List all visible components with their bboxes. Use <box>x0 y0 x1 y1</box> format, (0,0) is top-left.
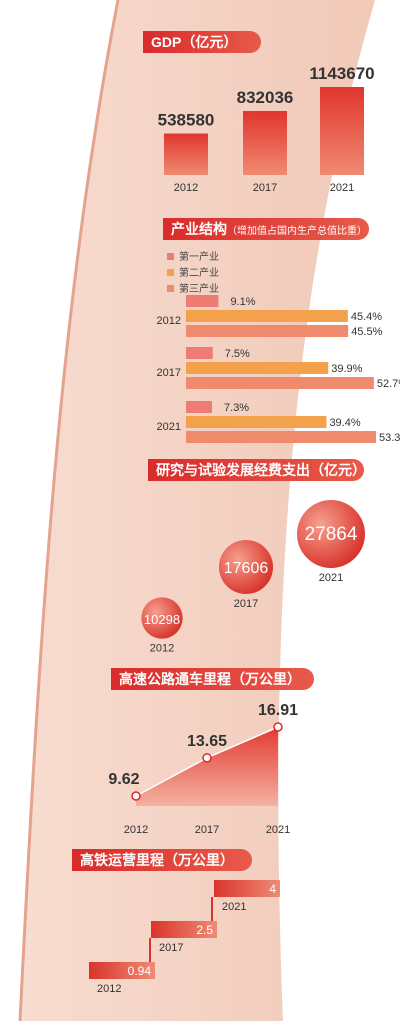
structure-value-label: 53.3% <box>379 432 400 444</box>
rd-bubble-2012 <box>141 597 183 639</box>
highway-title-text: 高速公路通车里程（万公里） <box>119 671 301 687</box>
highway-area <box>136 727 278 806</box>
structure-value-label: 45.5% <box>351 326 382 338</box>
highway-year-label: 2017 <box>195 824 219 836</box>
gdp-bar-2012 <box>164 133 208 175</box>
structure-value-label: 39.4% <box>329 417 360 429</box>
structure-bar-2017-1 <box>186 347 213 359</box>
legend-label-secondary: 第二产业 <box>179 268 219 279</box>
rd-title-text: 研究与试验发展经费支出（亿元） <box>156 462 366 478</box>
structure-bar-2021-1 <box>186 401 213 413</box>
rail-bar-2021 <box>214 880 280 897</box>
legend-swatch-tertiary <box>167 285 174 292</box>
rail-bar-2012 <box>89 962 155 979</box>
highway-year-label: 2021 <box>266 824 290 836</box>
rail-bar-2017 <box>151 921 217 938</box>
structure-value-label: 7.5% <box>225 348 250 360</box>
rd-year-label: 2017 <box>234 598 258 610</box>
structure-bar-2021-2 <box>186 416 327 428</box>
highway-chart: 9.62 2012 13.65 2017 16.91 2021 <box>108 702 298 836</box>
rd-title: 研究与试验发展经费支出（亿元） <box>148 459 366 481</box>
highway-value-label: 9.62 <box>108 771 139 788</box>
structure-bar-2012-3 <box>186 325 349 337</box>
structure-value-label: 52.7% <box>377 378 400 390</box>
legend-swatch-primary <box>167 253 174 260</box>
structure-year-label: 2017 <box>157 367 181 379</box>
rd-bubble-2017 <box>218 539 274 595</box>
gdp-year-label: 2021 <box>330 182 354 194</box>
rail-title: 高铁运营里程（万公里） <box>72 849 252 871</box>
legend-swatch-secondary <box>167 269 174 276</box>
structure-bar-2017-2 <box>186 362 329 374</box>
rail-value-label: 4 <box>269 882 276 896</box>
structure-legend-tertiary: 第三产业 <box>167 280 219 295</box>
highway-value-label: 16.91 <box>258 702 298 719</box>
structure-legend-secondary: 第二产业 <box>167 264 219 279</box>
highway-point-2012 <box>131 791 141 801</box>
highway-year-label: 2012 <box>124 824 148 836</box>
rail-year-label: 2012 <box>97 983 121 995</box>
gdp-value-label: 832036 <box>237 88 294 107</box>
structure-year-label: 2012 <box>157 315 181 327</box>
gdp-bar-2021 <box>320 87 364 175</box>
gdp-value-label: 1143670 <box>309 64 374 83</box>
structure-year-label: 2021 <box>157 421 181 433</box>
rd-value-label: 17606 <box>224 560 269 577</box>
rail-value-label: 2.5 <box>196 923 213 937</box>
structure-title-text: 产业结构 <box>171 221 227 237</box>
gdp-title: GDP（亿元） <box>143 31 261 53</box>
background-curve-band <box>20 0 375 1021</box>
rd-year-label: 2012 <box>150 643 174 655</box>
structure-value-label: 9.1% <box>230 296 255 308</box>
legend-label-primary: 第一产业 <box>179 252 219 263</box>
gdp-year-label: 2017 <box>253 182 277 194</box>
structure-bar-2012-2 <box>186 310 348 322</box>
structure-value-label: 45.4% <box>351 311 382 323</box>
structure-legend-primary: 第一产业 <box>167 248 219 263</box>
highway-point-2017 <box>202 753 212 763</box>
structure-bar-2021-3 <box>186 431 376 443</box>
structure-bar-2012-1 <box>186 295 219 307</box>
rd-value-label: 10298 <box>144 612 180 627</box>
background-curve-edge <box>18 0 120 1021</box>
gdp-year-label: 2012 <box>174 182 198 194</box>
rd-year-label: 2021 <box>319 572 343 584</box>
structure-title: 产业结构（增加值占国内生产总值比重） <box>163 218 369 240</box>
rd-value-label: 27864 <box>305 524 358 545</box>
rail-year-label: 2017 <box>159 942 183 954</box>
rail-title-text: 高铁运营里程（万公里） <box>80 852 234 868</box>
gdp-chart: 538580 2012 832036 2017 1143670 2021 <box>158 64 375 194</box>
gdp-title-text: GDP（亿元） <box>151 34 238 50</box>
structure-chart: 2012 9.1% 45.4% 45.5% 2017 7.5% 39.9% 52.7% 2021… <box>157 295 400 444</box>
rd-chart: 10298 2012 17606 2017 27864 2021 <box>141 500 365 655</box>
gdp-bar-2017 <box>243 110 287 175</box>
structure-value-label: 7.3% <box>224 402 249 414</box>
structure-bar-2017-3 <box>186 377 374 389</box>
rail-value-label: 0.94 <box>128 964 152 978</box>
highway-point-2021 <box>273 722 283 732</box>
highway-title: 高速公路通车里程（万公里） <box>111 668 314 690</box>
structure-subtitle: （增加值占国内生产总值比重） <box>227 226 367 237</box>
gdp-value-label: 538580 <box>158 111 215 130</box>
structure-value-label: 39.9% <box>331 363 362 375</box>
rail-year-label: 2021 <box>222 901 246 913</box>
highway-value-label: 13.65 <box>187 733 227 750</box>
legend-label-tertiary: 第三产业 <box>179 284 219 295</box>
rail-chart: 0.94 2012 2.5 2017 4 2021 <box>89 880 280 995</box>
rd-bubble-2021 <box>297 500 365 568</box>
